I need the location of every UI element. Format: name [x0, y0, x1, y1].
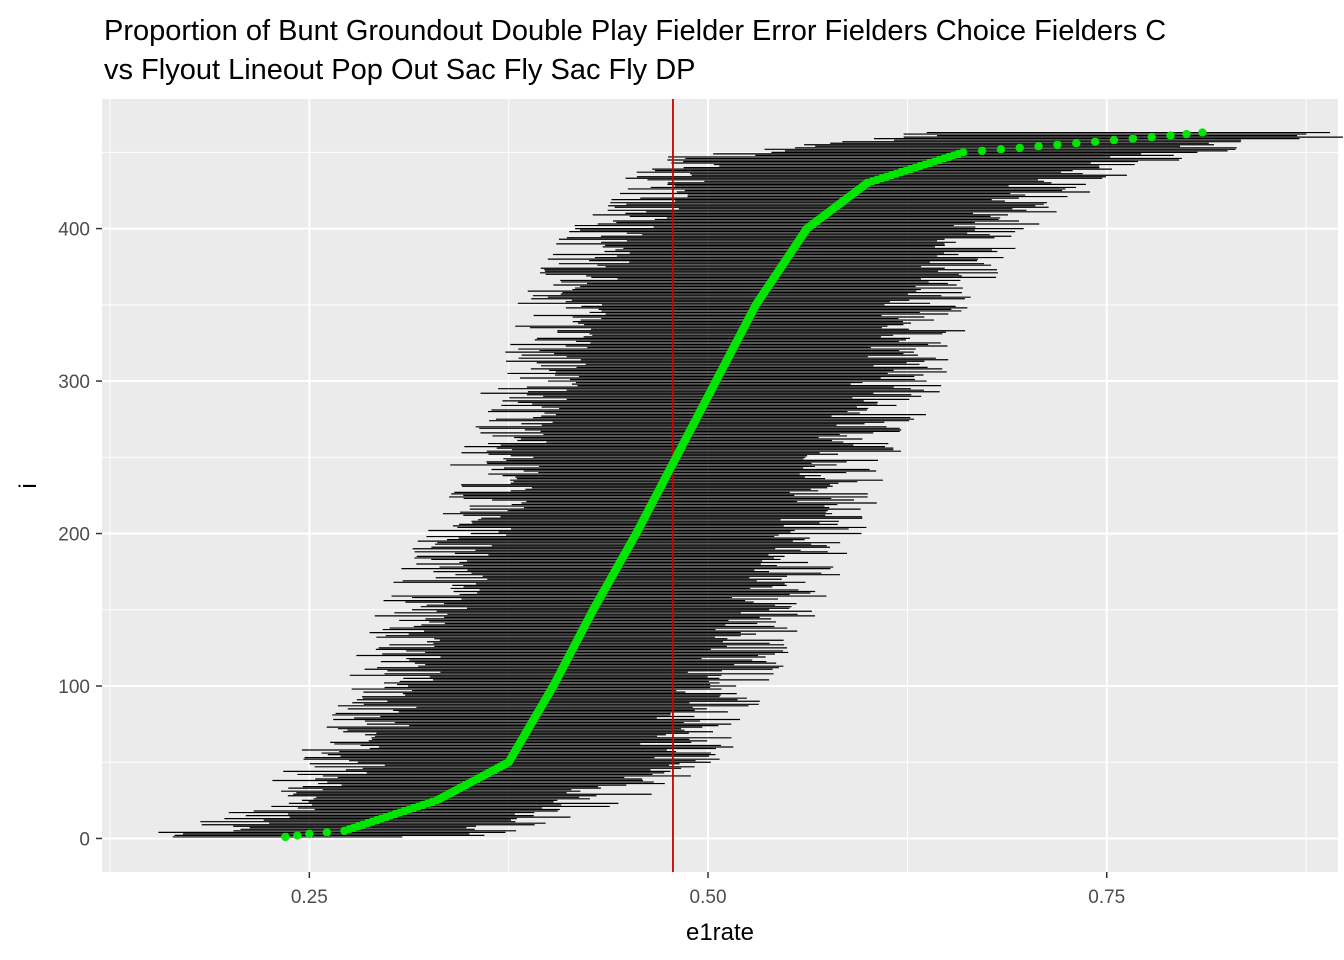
y-tick-label: 100: [58, 677, 90, 698]
chart-title-line-1: Proportion of Bunt Groundout Double Play…: [104, 15, 1166, 47]
point-markers: [281, 128, 1207, 842]
y-tick-label: 300: [58, 372, 90, 393]
y-axis: 0 100 200 300 400: [58, 220, 102, 850]
point-marker: [293, 831, 302, 840]
point-marker: [1166, 131, 1175, 140]
point-marker: [322, 828, 332, 837]
y-tick-label: 400: [58, 220, 90, 241]
point-marker: [281, 832, 290, 842]
x-tick-label: 0.50: [690, 887, 727, 908]
x-tick-label: 0.25: [291, 887, 328, 908]
point-marker: [1053, 140, 1062, 149]
point-marker: [1128, 134, 1138, 143]
point-marker: [1072, 139, 1081, 148]
point-marker: [1182, 129, 1191, 139]
point-marker: [1198, 128, 1207, 137]
y-tick-label: 0: [79, 829, 90, 850]
x-axis: 0.25 0.50 0.75: [291, 872, 1125, 908]
point-marker: [1147, 132, 1156, 142]
x-axis-title: e1rate: [686, 919, 754, 946]
point-marker: [1034, 142, 1043, 151]
point-marker: [1090, 137, 1100, 146]
point-marker: [1015, 143, 1024, 152]
point-marker: [996, 145, 1006, 154]
y-tick-label: 200: [58, 525, 90, 546]
point-marker: [1109, 135, 1119, 145]
point-marker: [977, 146, 987, 156]
x-tick-label: 0.75: [1088, 887, 1125, 908]
y-axis-title: i: [15, 483, 42, 488]
point-marker: [305, 829, 314, 839]
chart-title-line-2: vs Flyout Lineout Pop Out Sac Fly Sac Fl…: [104, 54, 696, 86]
point-marker: [959, 148, 968, 157]
interval-segments: [158, 131, 1343, 838]
